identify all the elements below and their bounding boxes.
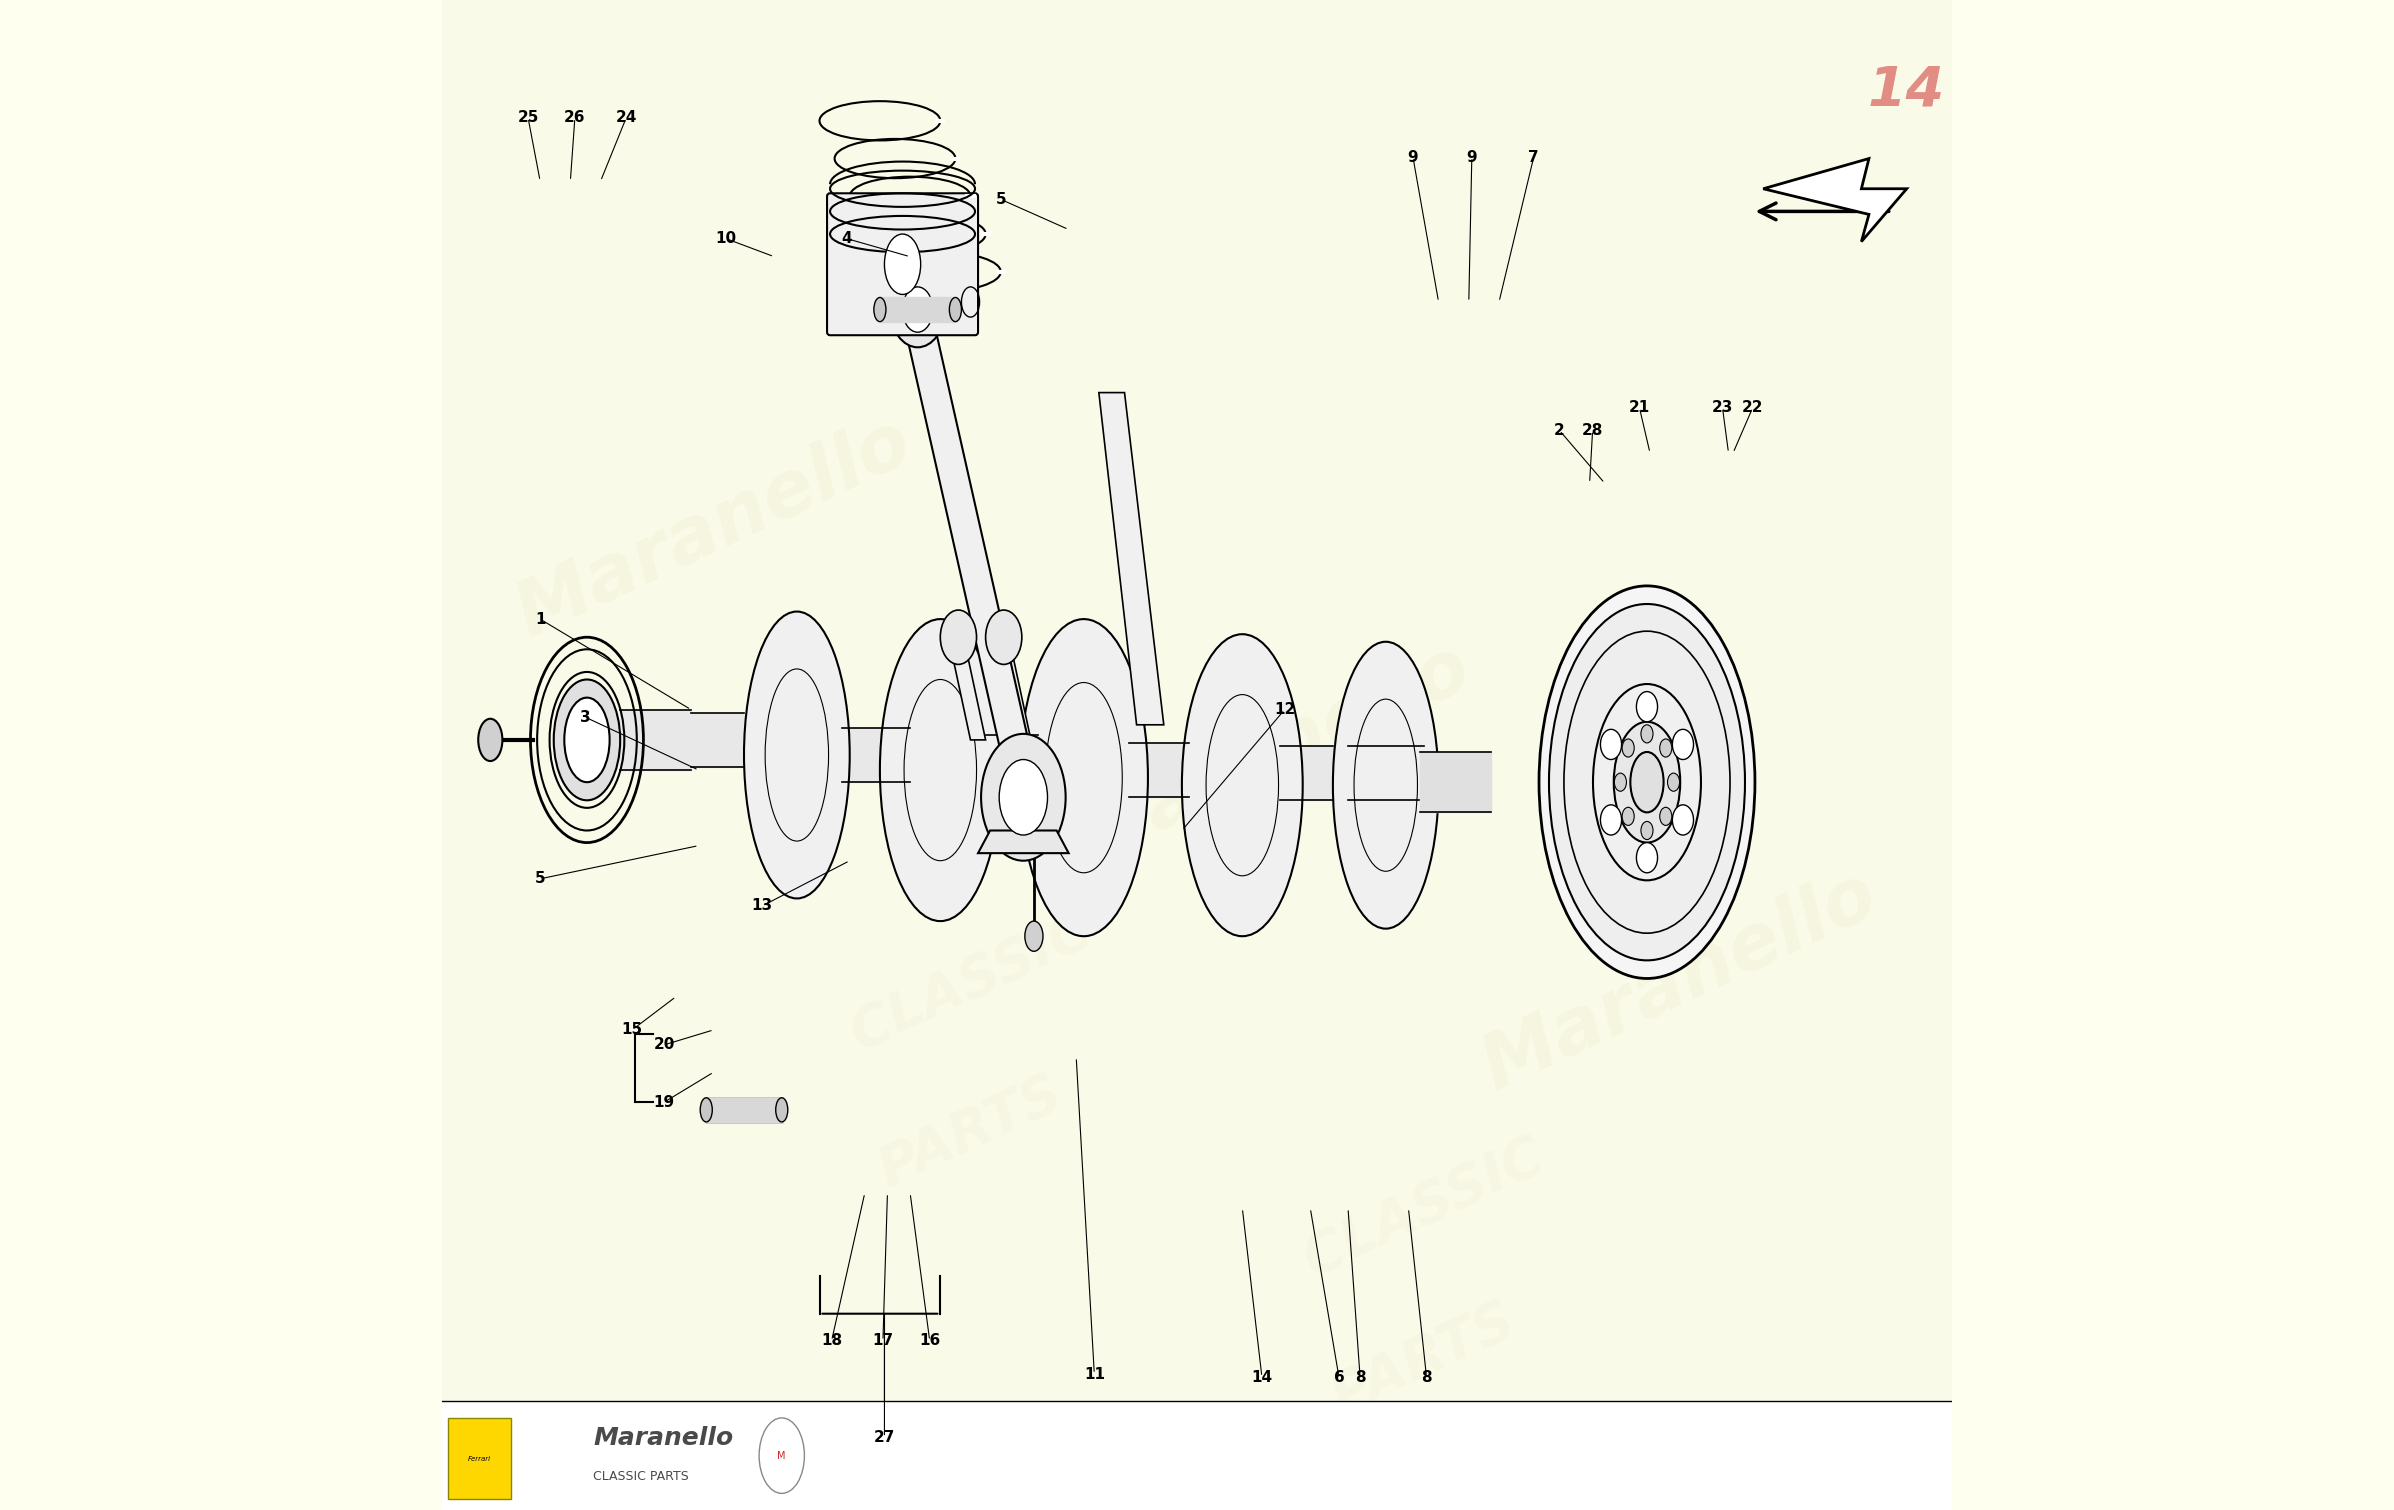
Polygon shape bbox=[979, 831, 1068, 853]
Text: Maranello: Maranello bbox=[594, 1425, 733, 1450]
Ellipse shape bbox=[1549, 604, 1745, 960]
Ellipse shape bbox=[1637, 692, 1657, 722]
Text: 5: 5 bbox=[996, 192, 1005, 207]
Polygon shape bbox=[903, 317, 1039, 785]
Ellipse shape bbox=[1614, 773, 1626, 791]
Ellipse shape bbox=[776, 1098, 788, 1122]
Text: 5: 5 bbox=[534, 871, 546, 886]
Text: 11: 11 bbox=[1084, 1367, 1104, 1382]
Text: 4: 4 bbox=[840, 231, 852, 246]
Text: PARTS: PARTS bbox=[869, 1066, 1070, 1199]
Ellipse shape bbox=[941, 610, 977, 664]
Text: 1: 1 bbox=[534, 612, 546, 627]
Text: 27: 27 bbox=[874, 1430, 895, 1445]
Text: PARTS: PARTS bbox=[1324, 1293, 1525, 1425]
Text: 14: 14 bbox=[1252, 1370, 1274, 1385]
Text: 22: 22 bbox=[1743, 400, 1764, 415]
Text: CLASSIC: CLASSIC bbox=[843, 903, 1099, 1060]
Text: 3: 3 bbox=[579, 710, 591, 725]
Ellipse shape bbox=[1640, 725, 1652, 743]
FancyBboxPatch shape bbox=[826, 193, 979, 335]
FancyBboxPatch shape bbox=[448, 1418, 512, 1499]
Text: 7: 7 bbox=[1527, 149, 1539, 165]
Ellipse shape bbox=[1669, 773, 1681, 791]
Ellipse shape bbox=[950, 297, 962, 322]
Text: 12: 12 bbox=[1274, 702, 1295, 717]
Text: Maranello: Maranello bbox=[1470, 858, 1889, 1105]
Text: 19: 19 bbox=[654, 1095, 675, 1110]
Text: 8: 8 bbox=[1355, 1370, 1365, 1385]
Ellipse shape bbox=[1614, 722, 1681, 843]
Ellipse shape bbox=[1183, 634, 1302, 936]
Text: 24: 24 bbox=[615, 110, 637, 125]
Ellipse shape bbox=[1640, 821, 1652, 840]
Ellipse shape bbox=[1673, 805, 1693, 835]
Text: 17: 17 bbox=[871, 1333, 893, 1348]
Ellipse shape bbox=[986, 610, 1022, 664]
Ellipse shape bbox=[1592, 684, 1702, 880]
Ellipse shape bbox=[874, 297, 886, 322]
Ellipse shape bbox=[1333, 642, 1439, 929]
Text: 23: 23 bbox=[1712, 400, 1733, 415]
Ellipse shape bbox=[1539, 586, 1755, 978]
Ellipse shape bbox=[553, 680, 620, 800]
Ellipse shape bbox=[881, 619, 1001, 921]
Ellipse shape bbox=[565, 698, 610, 782]
Ellipse shape bbox=[1623, 738, 1635, 757]
Text: 25: 25 bbox=[517, 110, 539, 125]
Ellipse shape bbox=[479, 719, 503, 761]
Ellipse shape bbox=[1637, 843, 1657, 873]
Text: Maranello: Maranello bbox=[1063, 631, 1482, 879]
Text: CLASSIC: CLASSIC bbox=[1295, 1129, 1551, 1287]
Text: 6: 6 bbox=[1333, 1370, 1345, 1385]
Ellipse shape bbox=[1602, 729, 1621, 760]
Text: 26: 26 bbox=[565, 110, 587, 125]
Ellipse shape bbox=[903, 287, 934, 332]
Polygon shape bbox=[948, 634, 986, 740]
Text: CLASSIC PARTS: CLASSIC PARTS bbox=[594, 1471, 689, 1483]
Ellipse shape bbox=[699, 1098, 713, 1122]
Text: 13: 13 bbox=[752, 898, 773, 914]
Polygon shape bbox=[994, 634, 1032, 740]
Ellipse shape bbox=[1020, 619, 1149, 936]
Polygon shape bbox=[1099, 393, 1163, 725]
Text: Ferrari: Ferrari bbox=[469, 1456, 491, 1462]
Ellipse shape bbox=[1623, 808, 1635, 826]
Ellipse shape bbox=[982, 734, 1065, 861]
Text: 14: 14 bbox=[1867, 63, 1946, 118]
Ellipse shape bbox=[1630, 752, 1664, 812]
Ellipse shape bbox=[883, 234, 922, 294]
Polygon shape bbox=[1764, 159, 1906, 242]
Text: 9: 9 bbox=[1468, 149, 1477, 165]
Ellipse shape bbox=[1602, 805, 1621, 835]
Ellipse shape bbox=[891, 272, 946, 347]
Text: 21: 21 bbox=[1628, 400, 1649, 415]
Bar bbox=[443, 1401, 1951, 1510]
Text: 16: 16 bbox=[919, 1333, 941, 1348]
Ellipse shape bbox=[1659, 738, 1671, 757]
Text: M: M bbox=[778, 1451, 785, 1460]
Text: Maranello: Maranello bbox=[505, 405, 924, 652]
Text: 28: 28 bbox=[1582, 423, 1604, 438]
Text: 2: 2 bbox=[1554, 423, 1566, 438]
Text: 10: 10 bbox=[716, 231, 737, 246]
Text: 20: 20 bbox=[654, 1037, 675, 1052]
Text: 18: 18 bbox=[821, 1333, 843, 1348]
Text: 9: 9 bbox=[1408, 149, 1417, 165]
Ellipse shape bbox=[759, 1418, 804, 1493]
Text: 15: 15 bbox=[622, 1022, 644, 1037]
Ellipse shape bbox=[745, 612, 850, 898]
Ellipse shape bbox=[1659, 808, 1671, 826]
Ellipse shape bbox=[998, 760, 1049, 835]
Ellipse shape bbox=[1673, 729, 1693, 760]
Text: 8: 8 bbox=[1422, 1370, 1432, 1385]
Ellipse shape bbox=[1025, 921, 1044, 951]
